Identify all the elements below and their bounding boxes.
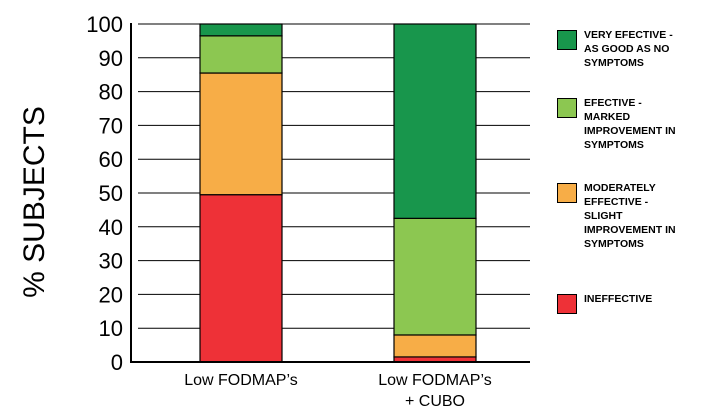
stacked-bar-chart: % SUBJECTS 0 10 20 30 40 50 60 70 80 90 100 Low FO… (18, 12, 530, 410)
y-tick-label: 100 (86, 12, 123, 37)
y-tick-label: 60 (99, 147, 123, 172)
y-tick-label: 50 (99, 181, 123, 206)
legend-label-effective: EFECTIVE - MARKED IMPROVEMENT IN SYMPTOM… (584, 97, 676, 151)
bar-segment-very-2 (393, 23, 477, 219)
y-tick-label: 40 (99, 215, 123, 240)
y-tick-label: 80 (99, 80, 123, 105)
legend-item-moderately-effective: MODERATELY EFFECTIVE - SLIGHT IMPROVEMEN… (557, 181, 702, 251)
bar-segment-ineffective-1 (199, 194, 283, 363)
legend-item-very-effective: VERY EFECTIVE - AS GOOD AS NO SYMPTOMS (557, 28, 702, 70)
legend-item-ineffective: INEFFECTIVE (557, 292, 702, 314)
y-tick-label: 30 (99, 249, 123, 274)
x-category-label: Low FODMAP’s (184, 372, 298, 389)
legend-swatch-moderately-effective (557, 183, 577, 203)
y-tick-label: 0 (111, 350, 123, 375)
y-tick-label: 20 (99, 282, 123, 307)
bar-segment-very-1 (199, 23, 283, 37)
legend-item-effective: EFECTIVE - MARKED IMPROVEMENT IN SYMPTOM… (557, 96, 702, 152)
legend-label-ineffective: INEFFECTIVE (584, 293, 653, 305)
bar-segment-efective-2 (393, 217, 477, 336)
x-category-label: Low FODMAP’s + CUBO (378, 372, 492, 410)
bar-segment-moderately-2 (393, 334, 477, 358)
legend: VERY EFECTIVE - AS GOOD AS NO SYMPTOMS E… (557, 0, 715, 416)
y-tick-label: 10 (99, 316, 123, 341)
bar-segment-efective-1 (199, 35, 283, 74)
bar-segment-moderately-1 (199, 72, 283, 196)
y-tick-label: 90 (99, 46, 123, 71)
legend-swatch-ineffective (557, 294, 577, 314)
legend-label-moderately-effective: MODERATELY EFFECTIVE - SLIGHT IMPROVEMEN… (584, 182, 676, 250)
legend-swatch-effective (557, 98, 577, 118)
legend-swatch-very-effective (557, 30, 577, 50)
y-tick-label: 70 (99, 113, 123, 138)
legend-label-very-effective: VERY EFECTIVE - AS GOOD AS NO SYMPTOMS (584, 29, 673, 69)
y-axis-label: % SUBJECTS (18, 106, 51, 298)
